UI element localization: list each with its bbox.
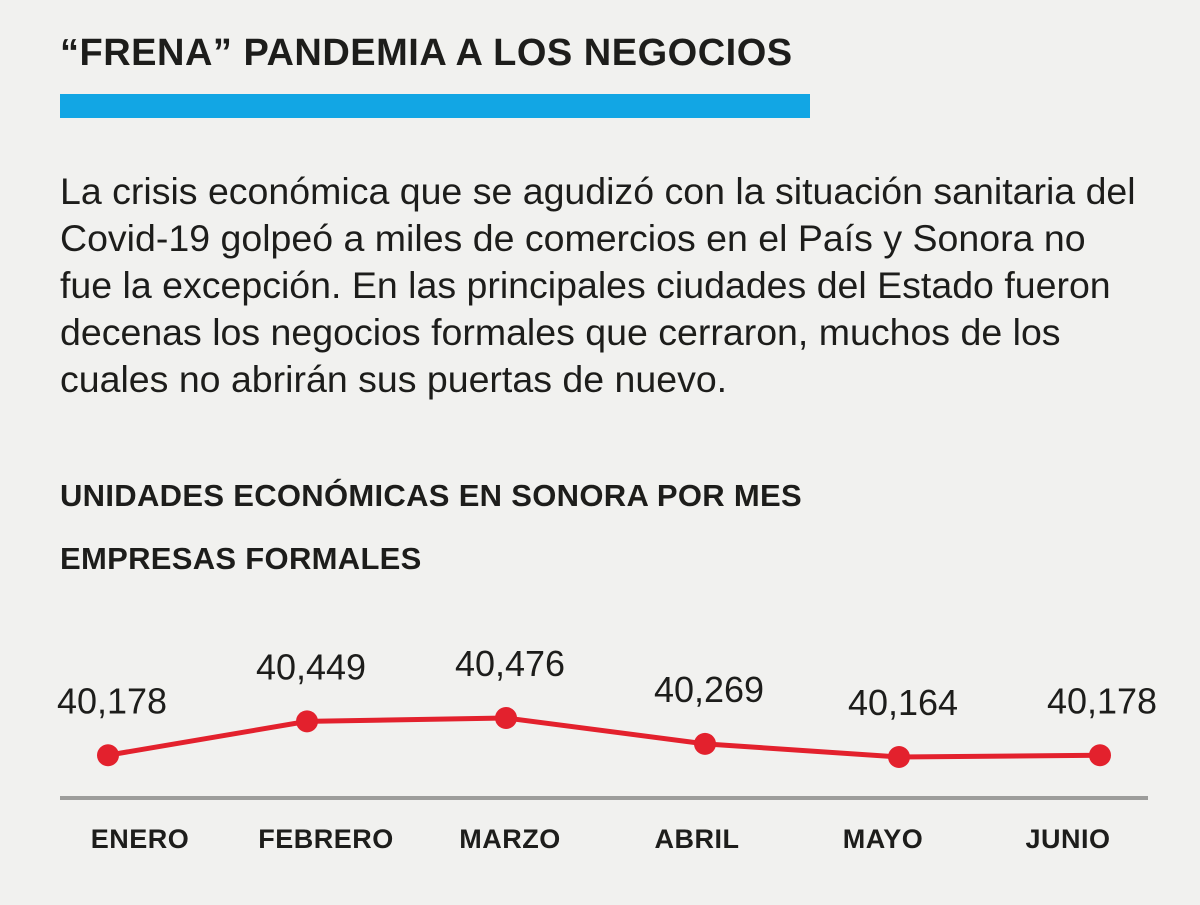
x-tick-abril: ABRIL [655, 824, 740, 854]
chart-title: “FRENA” PANDEMIA A LOS NEGOCIOS [60, 32, 793, 74]
data-point-febrero [296, 710, 318, 733]
x-tick-marzo: MARZO [459, 824, 560, 854]
x-tick-junio: JUNIO [1025, 824, 1110, 854]
series-line [107, 715, 1101, 760]
data-point-marzo [495, 707, 517, 729]
data-point-abril [694, 732, 716, 755]
value-labels: 40,178 40,449 40,476 40,269 40,164 40,178 [57, 643, 1157, 723]
data-point-mayo [888, 746, 910, 768]
value-label-mayo: 40,164 [848, 682, 958, 723]
chart-series-label: EMPRESAS FORMALES [60, 541, 422, 576]
chart-subtitle: UNIDADES ECONÓMICAS EN SONORA POR MES [60, 478, 802, 513]
data-points [97, 707, 1111, 768]
x-tick-mayo: MAYO [843, 824, 924, 854]
title-accent-bar [60, 94, 810, 118]
value-label-marzo: 40,476 [455, 643, 565, 684]
intro-paragraph: La crisis económica que se agudizó con l… [60, 170, 1136, 400]
value-label-enero: 40,178 [57, 680, 167, 721]
value-label-febrero: 40,449 [256, 646, 366, 687]
data-point-junio [1089, 744, 1111, 767]
value-label-junio: 40,178 [1047, 680, 1157, 721]
x-tick-labels: ENERO FEBRERO MARZO ABRIL MAYO JUNIO [91, 824, 1110, 854]
x-tick-enero: ENERO [91, 824, 190, 854]
data-point-enero [97, 744, 119, 767]
value-label-abril: 40,269 [654, 669, 764, 710]
x-tick-febrero: FEBRERO [258, 824, 394, 854]
